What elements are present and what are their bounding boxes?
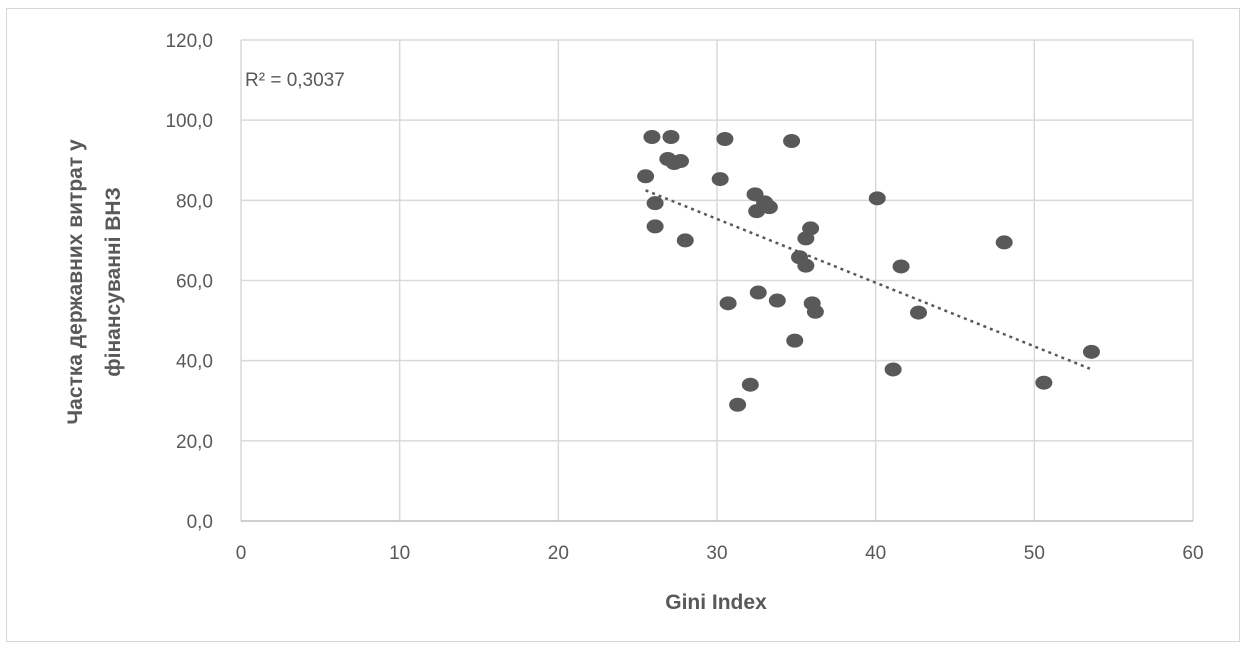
grid-lines — [240, 39, 1194, 521]
y-tick-label: 60,0 — [176, 272, 213, 293]
x-tick-label: 30 — [706, 543, 727, 564]
y-axis-title: Частка державних витрат у фінансуванні В… — [64, 139, 125, 425]
data-point — [786, 333, 804, 348]
data-point — [643, 130, 661, 145]
data-point — [711, 172, 729, 187]
data-point — [910, 305, 928, 320]
data-point — [995, 235, 1013, 250]
y-tick-label: 120,0 — [165, 31, 213, 52]
y-tick-label: 0,0 — [187, 512, 213, 533]
x-tick-label: 60 — [1182, 543, 1203, 564]
data-point — [1035, 375, 1053, 390]
y-tick-label: 20,0 — [176, 432, 213, 453]
data-point — [646, 196, 664, 211]
data-point — [646, 219, 664, 234]
data-point — [868, 191, 886, 206]
data-point — [748, 204, 766, 219]
x-tick-label: 10 — [389, 543, 410, 564]
data-point — [672, 154, 690, 169]
data-point — [797, 231, 815, 246]
data-point — [884, 362, 902, 377]
data-point — [716, 132, 734, 147]
data-point — [729, 397, 747, 412]
r-squared-label: R² = 0,3037 — [245, 70, 345, 91]
y-tick-label: 40,0 — [176, 352, 213, 373]
data-point — [749, 285, 767, 300]
x-tick-label: 50 — [1024, 543, 1045, 564]
data-points — [637, 130, 1100, 412]
data-point — [637, 169, 655, 184]
data-point — [783, 134, 801, 149]
y-tick-label: 80,0 — [176, 191, 213, 212]
y-axis-title-line1: Частка державних витрат у — [64, 139, 87, 425]
data-point — [1082, 344, 1100, 359]
x-axis-title: Gini Index — [665, 591, 767, 614]
data-point — [719, 296, 737, 311]
data-point — [741, 377, 759, 392]
x-tick-label: 20 — [548, 543, 569, 564]
data-point — [676, 233, 694, 248]
y-tick-label: 100,0 — [165, 111, 213, 132]
x-tick-label: 40 — [865, 543, 886, 564]
x-tick-label: 0 — [236, 543, 247, 564]
y-axis-tick-labels: 0,0 20,0 40,0 60,0 80,0 100,0 120,0 — [165, 31, 213, 533]
data-point — [797, 258, 815, 273]
data-point — [662, 130, 680, 145]
y-axis-title-line2: фінансуванні ВНЗ — [102, 187, 125, 376]
x-axis-tick-labels: 0 10 20 30 40 50 60 — [236, 543, 1204, 564]
linear-trendline — [645, 189, 1091, 370]
data-point — [892, 259, 910, 274]
data-point — [806, 304, 824, 319]
data-point — [768, 293, 786, 308]
